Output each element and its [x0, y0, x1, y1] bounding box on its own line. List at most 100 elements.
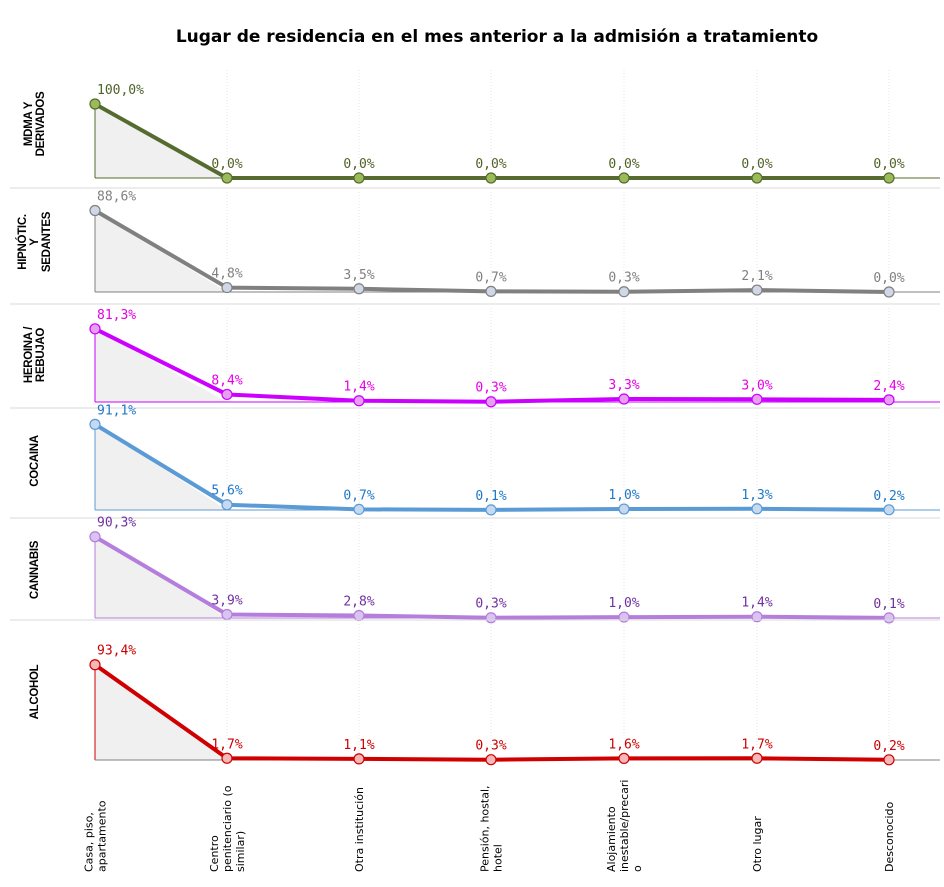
data-label: 2,1% — [741, 269, 772, 284]
data-point — [618, 172, 630, 184]
panel-name-line: DERIVADOS — [35, 91, 47, 156]
panel-2: 81,3% 8,4% 1,4% 0,3% 3,3% 3,0% 2,4% HEROINA / RE… — [10, 303, 940, 408]
data-label: 0,0% — [343, 157, 374, 172]
data-point — [485, 396, 497, 408]
data-point — [618, 393, 630, 405]
data-point — [751, 503, 763, 515]
data-point — [221, 752, 233, 764]
data-point — [883, 172, 895, 184]
category-label-line: penitenciario (o — [221, 785, 234, 872]
data-label: 1,0% — [608, 488, 639, 503]
data-point — [353, 283, 365, 295]
panel-name-line: Y — [29, 238, 41, 246]
panel-name-line: HEROINA / — [23, 326, 35, 383]
category-label-line: o — [631, 865, 644, 872]
data-label: 0,3% — [475, 739, 506, 754]
data-point — [883, 754, 895, 766]
data-label: 3,9% — [211, 593, 242, 608]
panel-name: MDMA Y DERIVADOS — [23, 91, 47, 156]
data-point — [618, 503, 630, 515]
data-label: 1,3% — [741, 488, 772, 503]
data-label: 0,2% — [873, 739, 904, 754]
data-point — [618, 286, 630, 298]
data-point — [353, 753, 365, 765]
data-label: 3,5% — [343, 268, 374, 283]
data-label: 0,0% — [873, 157, 904, 172]
data-label: 0,0% — [475, 157, 506, 172]
data-point — [485, 285, 497, 297]
category-labels: Casa, piso, apartamento Centro penitenciari… — [83, 780, 897, 873]
data-label: 1,6% — [608, 737, 639, 752]
category-label: Otra institución — [353, 787, 366, 872]
data-label: 1,7% — [211, 737, 242, 752]
category-label-line: Casa, piso, — [83, 812, 96, 872]
data-point — [221, 388, 233, 401]
data-point — [485, 172, 497, 184]
category-label-line: Centro — [208, 835, 221, 872]
panel-name-line: COCAINA — [29, 435, 41, 487]
data-label: 2,8% — [343, 594, 374, 609]
data-point — [485, 612, 497, 624]
data-point — [751, 284, 763, 296]
panel-name-line: SEDANTES — [41, 211, 53, 272]
data-point — [89, 98, 101, 110]
data-point — [485, 504, 497, 516]
data-label: 88,6% — [97, 189, 136, 204]
category-label-line: apartamento — [96, 800, 109, 872]
panel-4: 90,3% 3,9% 2,8% 0,3% 1,0% 1,4% 0,1% CANNABIS — [10, 516, 940, 624]
category-label-line: Pensión, hostal, — [479, 785, 492, 872]
data-label: 0,1% — [475, 489, 506, 504]
data-point — [353, 395, 365, 407]
data-point — [751, 752, 763, 764]
data-point — [89, 659, 101, 671]
panel-name: ALCOHOL — [29, 664, 41, 719]
data-point — [751, 611, 763, 623]
category-label: Pensión, hostal, hotel — [479, 785, 505, 872]
data-label: 1,4% — [343, 380, 374, 395]
data-label: 93,4% — [97, 644, 136, 659]
category-label-line: hotel — [492, 844, 505, 872]
data-point — [221, 608, 233, 621]
panel-3: 91,1% 5,6% 0,7% 0,1% 1,0% 1,3% 0,2% COCAINA — [10, 403, 940, 516]
data-point — [751, 393, 763, 405]
data-label: 0,1% — [873, 597, 904, 612]
data-label: 0,2% — [873, 489, 904, 504]
data-label: 0,0% — [211, 157, 242, 172]
category-label: Alojamiento inestable/precari o — [605, 780, 644, 873]
data-label: 1,7% — [741, 737, 772, 752]
panels: 100,0% 0,0% 0,0% 0,0% 0,0% 0,0% 0,0% MDMA Y DERI… — [10, 70, 940, 766]
panel-name-line: REBUJAO — [35, 328, 47, 382]
panel-name-line: MDMA Y — [23, 101, 35, 146]
data-point — [485, 754, 497, 766]
data-label: 81,3% — [97, 308, 136, 323]
category-label-line: inestable/precari — [618, 780, 631, 873]
data-label: 5,6% — [211, 484, 242, 499]
data-label: 1,0% — [608, 596, 639, 611]
data-label: 0,3% — [608, 271, 639, 286]
category-label-line: Otra institución — [353, 787, 366, 872]
category-label: Casa, piso, apartamento — [83, 800, 109, 872]
category-label: Otro lugar — [751, 816, 764, 872]
panel-name: COCAINA — [29, 435, 41, 487]
data-label: 0,0% — [873, 271, 904, 286]
data-label: 90,3% — [97, 516, 136, 531]
data-label: 1,1% — [343, 738, 374, 753]
category-label-line: Alojamiento — [605, 806, 618, 872]
data-point — [353, 172, 365, 184]
data-label: 91,1% — [97, 403, 136, 418]
data-point — [618, 752, 630, 764]
data-point — [89, 531, 101, 543]
panel-name-line: HIPNÓTIC. — [16, 214, 29, 270]
category-label: Centro penitenciario (o similar) — [208, 785, 247, 872]
data-point — [221, 172, 233, 184]
data-point — [751, 172, 763, 184]
data-label: 100,0% — [97, 83, 144, 98]
data-label: 0,0% — [608, 157, 639, 172]
panel-0: 100,0% 0,0% 0,0% 0,0% 0,0% 0,0% 0,0% MDMA Y DERI… — [23, 70, 940, 184]
panel-name: HEROINA / REBUJAO — [23, 326, 47, 383]
category-label: Desconocido — [883, 801, 896, 872]
category-label-line: similar) — [234, 831, 247, 872]
panel-name-line: ALCOHOL — [29, 664, 41, 719]
data-label: 3,3% — [608, 378, 639, 393]
